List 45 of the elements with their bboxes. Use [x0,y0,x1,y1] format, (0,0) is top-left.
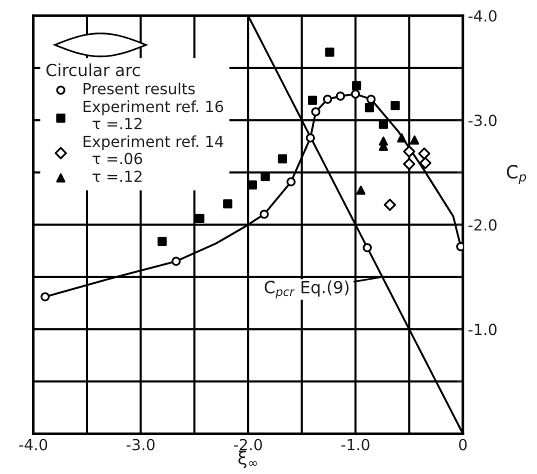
point [172,256,181,266]
point [40,292,50,302]
y-tick-label: -3.0 [468,114,497,126]
x-tick-label: -4.0 [19,438,48,450]
point [286,177,296,186]
point [308,96,318,105]
point [260,210,269,219]
y-axis-title: C̄$_{p}$ [506,164,526,184]
point [306,133,315,143]
point [248,180,257,190]
point [336,92,346,101]
x-tick-label: 0 [459,438,467,450]
point [278,154,288,164]
annotation: C̄$_{pcr}$ Eq.(9) [264,280,349,298]
point [418,148,430,160]
point [364,103,374,112]
point [410,135,420,145]
point [322,94,332,104]
point [384,198,396,211]
x-tick-label: -3.0 [126,438,155,450]
point [325,48,334,57]
point [352,81,362,90]
point [195,214,204,223]
y-tick-label: -4.0 [468,10,497,22]
legend-label: Experiment ref. 16 τ =.12 [84,100,224,130]
point [311,107,320,116]
point [362,243,372,252]
y-tick-label: -2.0 [468,219,497,231]
point [366,94,376,104]
x-axis-title: ξ$_{∞}$ [238,450,257,468]
point [403,158,416,170]
x-tick-label: -1.0 [341,438,370,450]
y-tick-label: -1.0 [468,324,497,336]
legend-title: Circular arc [46,63,140,76]
legend-label: Present results [84,82,195,94]
point [397,133,406,143]
point [223,199,232,208]
point [158,236,167,246]
point [403,145,416,158]
point [390,100,400,110]
x-tick-label: -2.0 [234,438,262,450]
point [350,89,360,99]
legend-label: τ =.12 [92,170,142,182]
point [356,186,366,195]
point [419,156,432,170]
